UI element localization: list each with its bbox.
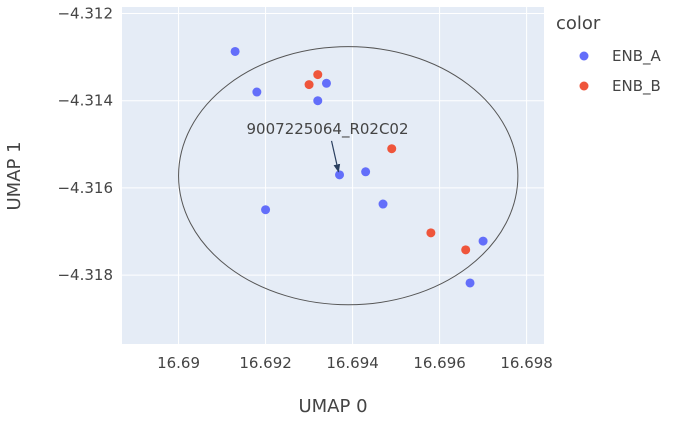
legend-label: ENB_B: [612, 77, 661, 96]
annotations: 9007225064_R02C02: [247, 120, 409, 173]
legend-marker: [579, 81, 589, 91]
x-tick-label: 16.698: [500, 354, 553, 372]
data-point: [335, 170, 345, 180]
data-point: [361, 167, 371, 177]
annotation-arrow: [330, 140, 341, 173]
legend-title: color: [556, 13, 601, 34]
data-point: [304, 80, 314, 90]
x-tick-label: 16.69: [157, 354, 200, 372]
legend-marker: [579, 51, 589, 61]
x-axis-ticks: 16.69 16.692 16.694 16.696 16.698: [157, 354, 553, 372]
data-point: [387, 144, 397, 154]
x-tick-label: 16.692: [239, 354, 292, 372]
data-point: [461, 245, 471, 255]
data-point: [321, 78, 331, 88]
y-axis-title: UMAP 1: [4, 141, 25, 210]
data-point: [252, 87, 262, 97]
plot-background: [122, 7, 544, 344]
shapes: [178, 46, 519, 306]
x-tick-label: 16.696: [413, 354, 466, 372]
series-ENB_B: [304, 70, 471, 255]
legend: color ENB_A ENB_B: [556, 13, 661, 96]
legend-item-ENB_A: ENB_A: [579, 47, 661, 66]
y-tick-label: −4.314: [57, 92, 113, 110]
y-axis-ticks: −4.312 −4.314 −4.316 −4.318: [57, 5, 113, 285]
legend-items: ENB_A ENB_B: [579, 47, 661, 96]
y-tick-label: −4.316: [57, 179, 113, 197]
data-point: [426, 228, 436, 238]
x-tick-label: 16.694: [326, 354, 379, 372]
data-point: [313, 96, 323, 106]
data-point: [465, 278, 475, 288]
data-point: [478, 236, 488, 246]
x-axis-title: UMAP 0: [298, 396, 367, 417]
legend-label: ENB_A: [612, 47, 661, 66]
data-point: [378, 199, 388, 209]
data-point: [313, 70, 323, 80]
legend-item-ENB_B: ENB_B: [579, 77, 661, 96]
data-point: [230, 46, 240, 56]
y-tick-label: −4.318: [57, 266, 113, 284]
highlight-circle: [178, 46, 519, 306]
data-point: [261, 205, 271, 215]
y-tick-label: −4.312: [57, 5, 113, 23]
annotation-label: 9007225064_R02C02: [247, 120, 409, 139]
